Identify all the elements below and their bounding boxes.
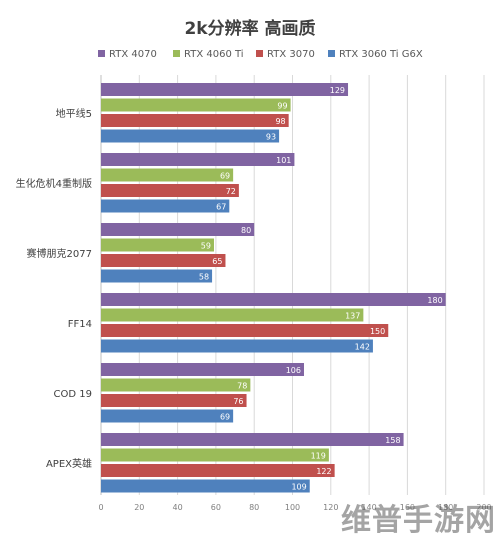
bar-生化危机4重制版-rtx-4060-ti (101, 168, 234, 182)
bar-cod-19-rtx-3070 (101, 394, 247, 407)
gridlines (100, 75, 485, 495)
legend-label-rtx-4070: RTX 4070 (109, 49, 157, 60)
x-tick-label-80: 80 (249, 503, 259, 512)
bar-赛博朋克2077-rtx-4060-ti (101, 238, 214, 252)
x-tick-label-0: 0 (98, 503, 103, 512)
data-label-地平线5-rtx-4070: 129 (330, 86, 345, 95)
legend-label-rtx-4060-ti: RTX 4060 Ti (184, 49, 244, 60)
data-label-生化危机4重制版-rtx-3070: 72 (226, 187, 236, 196)
watermark: 维普手游网 (341, 503, 496, 538)
bar-赛博朋克2077-rtx-3070 (101, 254, 226, 267)
category-label-ff14: FF14 (68, 319, 92, 330)
category-label-apex英雄: APEX英雄 (46, 457, 92, 470)
x-tick-label-20: 20 (134, 503, 144, 512)
data-label-生化危机4重制版-rtx-3060-ti-g6x: 67 (216, 203, 226, 212)
bar-apex英雄-rtx-4060-ti (101, 448, 329, 462)
data-label-地平线5-rtx-4060-ti: 99 (277, 102, 287, 111)
bar-赛博朋克2077-rtx-4070 (101, 223, 255, 236)
x-tick-label-60: 60 (211, 503, 221, 512)
bar-地平线5-rtx-3070 (101, 114, 289, 127)
data-label-cod-19-rtx-3070: 76 (233, 397, 243, 406)
legend-swatch-rtx-4070 (98, 50, 105, 57)
data-label-cod-19-rtx-3060-ti-g6x: 69 (220, 413, 230, 422)
bar-ff14-rtx-3070 (101, 324, 389, 337)
bar-apex英雄-rtx-4070 (101, 433, 404, 446)
legend-swatch-rtx-3070 (256, 50, 263, 57)
bar-ff14-rtx-3060-ti-g6x (101, 339, 373, 353)
data-label-apex英雄-rtx-4070: 158 (385, 436, 400, 445)
data-label-ff14-rtx-4070: 180 (427, 296, 442, 305)
data-label-生化危机4重制版-rtx-4060-ti: 69 (220, 172, 230, 181)
data-label-赛博朋克2077-rtx-3060-ti-g6x: 58 (199, 273, 209, 282)
data-label-cod-19-rtx-4060-ti: 78 (237, 382, 247, 391)
category-label-地平线5: 地平线5 (56, 107, 92, 120)
data-label-生化危机4重制版-rtx-4070: 101 (276, 156, 291, 165)
data-label-apex英雄-rtx-3070: 122 (316, 467, 331, 476)
x-tick-label-160: 160 (400, 503, 415, 512)
data-label-地平线5-rtx-3060-ti-g6x: 93 (266, 133, 276, 142)
x-tick-label-180: 180 (438, 503, 453, 512)
data-label-apex英雄-rtx-4060-ti: 119 (311, 452, 326, 461)
category-label-cod-19: COD 19 (54, 389, 92, 400)
data-label-赛博朋克2077-rtx-3070: 65 (212, 257, 222, 266)
legend-label-rtx-3060-ti-g6x: RTX 3060 Ti G6X (339, 49, 423, 60)
bar-生化危机4重制版-rtx-4070 (101, 153, 295, 166)
bar-生化危机4重制版-rtx-3060-ti-g6x (101, 199, 230, 213)
data-label-apex英雄-rtx-3060-ti-g6x: 109 (291, 483, 306, 492)
x-tick-label-100: 100 (285, 503, 300, 512)
x-tick-label-200: 200 (476, 503, 491, 512)
category-label-生化危机4重制版: 生化危机4重制版 (16, 177, 92, 190)
chart-title: 2k分辨率 高画质 (184, 18, 315, 39)
x-tick-label-40: 40 (173, 503, 183, 512)
bar-赛博朋克2077-rtx-3060-ti-g6x (101, 269, 213, 283)
data-label-ff14-rtx-3070: 150 (370, 327, 385, 336)
data-label-赛博朋克2077-rtx-4060-ti: 59 (201, 242, 211, 251)
bar-地平线5-rtx-3060-ti-g6x (101, 129, 280, 143)
data-label-赛博朋克2077-rtx-4070: 80 (241, 226, 251, 235)
bar-apex英雄-rtx-3060-ti-g6x (101, 479, 310, 493)
bar-cod-19-rtx-3060-ti-g6x (101, 409, 234, 423)
x-axis-ticks: 0 20 40 60 80 100 120 140 160 180 200 (98, 503, 491, 512)
bar-cod-19-rtx-4070 (101, 363, 304, 376)
bar-ff14-rtx-4060-ti (101, 308, 364, 322)
legend-swatch-rtx-4060-ti (173, 50, 180, 57)
category-label-赛博朋克2077: 赛博朋克2077 (27, 247, 92, 260)
data-label-ff14-rtx-4060-ti: 137 (345, 312, 360, 321)
bar-cod-19-rtx-4060-ti (101, 378, 251, 392)
x-tick-label-140: 140 (361, 503, 376, 512)
bar-地平线5-rtx-4060-ti (101, 98, 291, 112)
data-label-ff14-rtx-3060-ti-g6x: 142 (355, 343, 370, 352)
bar-生化危机4重制版-rtx-3070 (101, 184, 239, 197)
chart-legend: RTX 4070 RTX 4060 Ti RTX 3070 RTX 3060 Ti G… (98, 49, 423, 60)
bar-apex英雄-rtx-3070 (101, 464, 335, 477)
legend-label-rtx-3070: RTX 3070 (267, 49, 315, 60)
bar-ff14-rtx-4070 (101, 293, 446, 306)
data-label-地平线5-rtx-3070: 98 (275, 117, 285, 126)
data-label-cod-19-rtx-4070: 106 (286, 366, 301, 375)
bar-地平线5-rtx-4070 (101, 83, 349, 96)
legend-swatch-rtx-3060-ti-g6x (328, 50, 335, 57)
x-tick-label-120: 120 (323, 503, 338, 512)
